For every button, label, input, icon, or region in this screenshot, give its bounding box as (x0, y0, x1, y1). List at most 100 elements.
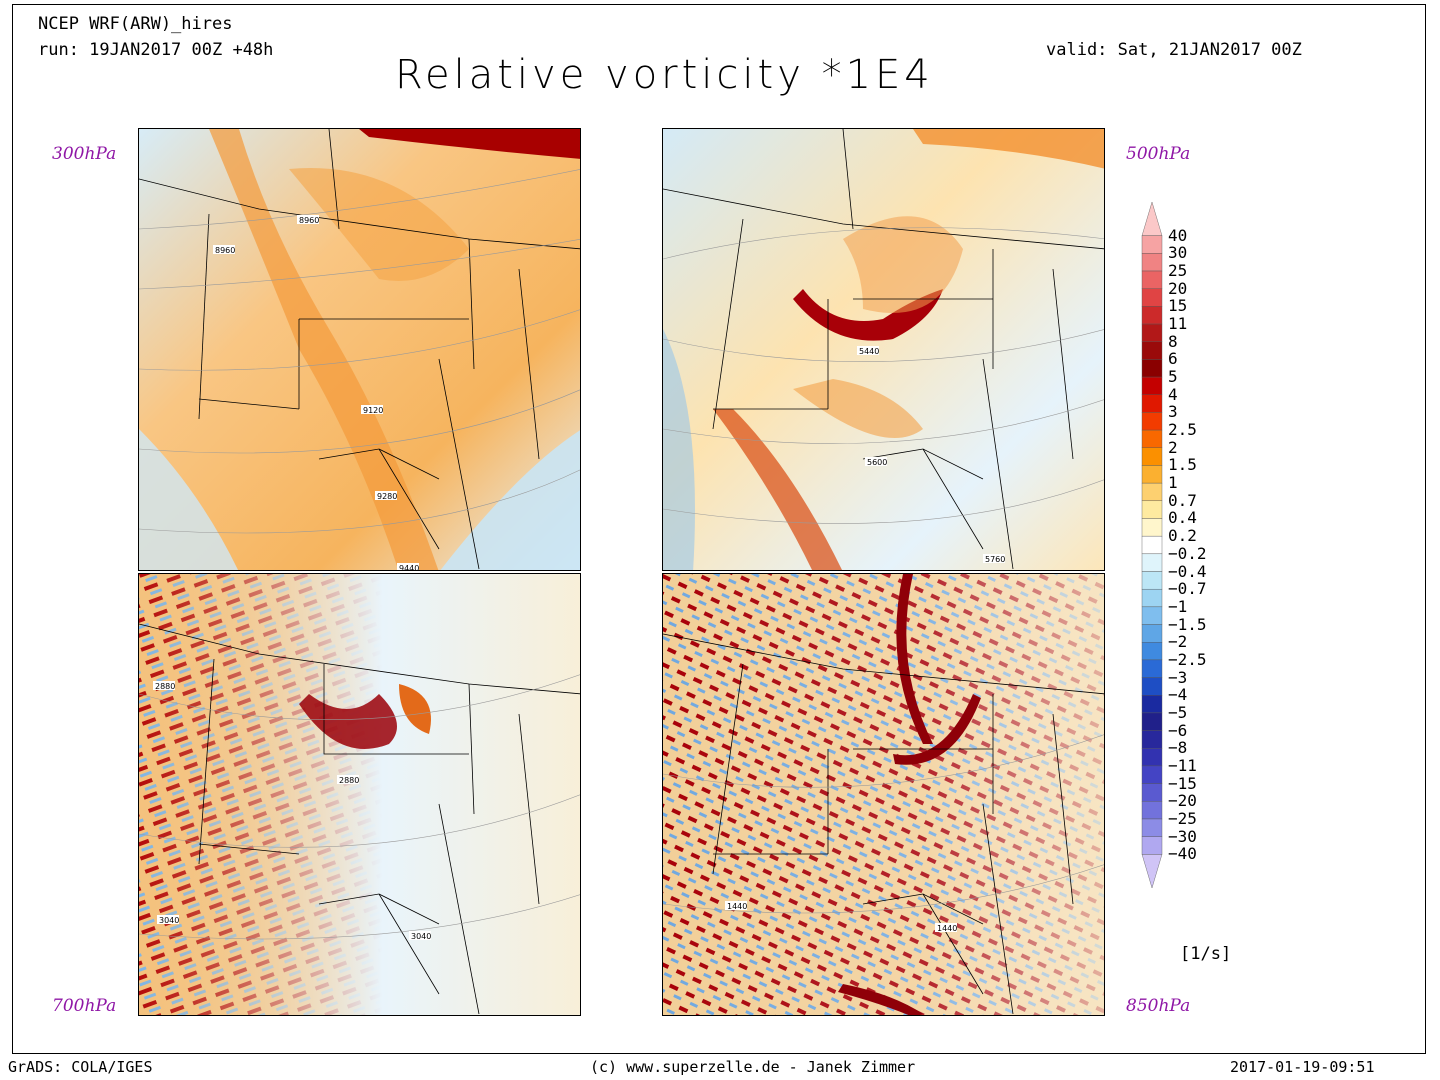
colorbar-tick-label: −11 (1168, 755, 1197, 775)
colorbar-tick-label: −0.2 (1168, 543, 1207, 563)
colorbar-bin (1141, 836, 1163, 855)
colorbar-tick-label: 0.4 (1168, 508, 1197, 528)
colorbar-bin (1141, 447, 1163, 466)
run-time: run: 19JAN2017 00Z +48h (38, 40, 274, 60)
contour-label: 2880 (155, 682, 175, 691)
level-label-300: 300hPa (52, 144, 117, 164)
colorbar (1141, 201, 1163, 889)
panel-850hpa: 1440 1440 (662, 573, 1105, 1016)
colorbar-tick-label: −3 (1168, 667, 1188, 687)
state-borders (139, 129, 580, 570)
colorbar-bin (1141, 765, 1163, 784)
colorbar-bin (1141, 588, 1163, 608)
height-contours (663, 227, 1104, 524)
colorbar-bin (1141, 712, 1163, 731)
colorbar-tick-label: −25 (1168, 808, 1197, 828)
colorbar-tick-label: −15 (1168, 773, 1197, 793)
colorbar-tick-label: −0.4 (1168, 561, 1207, 581)
colorbar-bin (1141, 359, 1163, 378)
contour-label: 1440 (727, 902, 747, 911)
colorbar-bin (1141, 854, 1163, 889)
colorbar-tick-label: −20 (1168, 791, 1197, 811)
panel-700hpa: 2880 2880 3040 3040 (138, 573, 581, 1016)
contour-label: 9280 (377, 492, 397, 501)
colorbar-bin (1141, 659, 1163, 678)
plot-frame (12, 4, 1426, 1054)
colorbar-tick-label: 1 (1168, 473, 1178, 493)
state-borders (663, 633, 1104, 1015)
model-name: NCEP WRF(ARW)_hires (38, 14, 233, 34)
colorbar-tick-label: 25 (1168, 261, 1188, 281)
colorbar-tick-label: 2.5 (1168, 420, 1197, 440)
colorbar-bin (1141, 571, 1163, 590)
colorbar-bin (1141, 201, 1163, 236)
contour-label: 5760 (985, 555, 1005, 564)
colorbar-tick-label: −40 (1168, 844, 1197, 864)
colorbar-tick-label: 3 (1168, 402, 1178, 422)
colorbar-tick-label: −8 (1168, 738, 1188, 758)
colorbar-tick-label: −1 (1168, 596, 1188, 616)
colorbar-tick-label: −2.5 (1168, 649, 1207, 669)
contour-label: 8960 (215, 246, 235, 255)
valid-time: valid: Sat, 21JAN2017 00Z (1046, 40, 1302, 60)
colorbar-bin (1141, 606, 1163, 625)
colorbar-bin (1141, 783, 1163, 802)
colorbar-bin (1141, 341, 1163, 360)
colorbar-bin (1141, 253, 1163, 272)
colorbar-bin (1141, 412, 1163, 431)
colorbar-bin (1141, 535, 1163, 555)
colorbar-tick-label: 0.2 (1168, 526, 1197, 546)
map-title: Relative vorticity *1E4 (395, 52, 934, 98)
jet-max-band (359, 129, 580, 159)
contour-label: 5600 (867, 458, 887, 467)
colorbar-bin (1141, 818, 1163, 837)
state-borders (663, 129, 1104, 570)
colorbar-tick-label: −0.7 (1168, 579, 1207, 599)
colorbar-bin (1141, 306, 1163, 325)
contour-label: 9120 (363, 406, 383, 415)
colorbar-bin (1141, 270, 1163, 289)
colorbar-tick-label: 8 (1168, 331, 1178, 351)
level-label-700: 700hPa (52, 996, 117, 1016)
colorbar-tick-label: 15 (1168, 296, 1188, 316)
colorbar-bin (1141, 394, 1163, 413)
contour-label: 9440 (399, 564, 419, 571)
colorbar-tick-label: 1.5 (1168, 455, 1197, 475)
contour-label: 8960 (299, 216, 319, 225)
colorbar-tick-label: 20 (1168, 278, 1188, 298)
colorbar-tick-label: −5 (1168, 702, 1188, 722)
colorbar-bin (1141, 642, 1163, 661)
colorbar-tick-label: 0.7 (1168, 490, 1197, 510)
colorbar-bin (1141, 518, 1163, 537)
colorbar-bin (1141, 695, 1163, 714)
colorbar-tick-label: 2 (1168, 437, 1178, 457)
colorbar-tick-label: 30 (1168, 243, 1188, 263)
colorbar-tick-label: 4 (1168, 384, 1178, 404)
contour-label: 3040 (411, 932, 431, 941)
colorbar-tick-label: 40 (1168, 225, 1188, 245)
colorbar-bin (1141, 376, 1163, 395)
contour-label: 2880 (339, 776, 359, 785)
panel-300hpa: 8960 8960 9120 9280 9440 (138, 128, 581, 571)
panel-500hpa: 5440 5600 5760 (662, 128, 1105, 571)
colorbar-bin (1141, 288, 1163, 307)
contour-label: 5440 (859, 347, 879, 356)
vorticity-field (663, 129, 1104, 570)
colorbar-bin (1141, 801, 1163, 820)
height-contours (139, 169, 580, 534)
height-contours (663, 734, 1104, 914)
colorbar-bin (1141, 429, 1163, 448)
colorbar-tick-label: −4 (1168, 685, 1188, 705)
colorbar-tick-label: −2 (1168, 632, 1188, 652)
colorbar-bin (1141, 730, 1163, 749)
colorbar-tick-label: 6 (1168, 349, 1178, 369)
colorbar-bin (1141, 624, 1163, 643)
level-label-850: 850hPa (1126, 996, 1191, 1016)
colorbar-bin (1141, 500, 1163, 519)
colorbar-tick-label: −1.5 (1168, 614, 1207, 634)
units-label: [1/s] (1180, 944, 1232, 964)
colorbar-bin (1141, 677, 1163, 696)
colorbar-bin (1141, 465, 1163, 484)
vort-max-band (793, 289, 943, 341)
level-label-500: 500hPa (1126, 144, 1191, 164)
